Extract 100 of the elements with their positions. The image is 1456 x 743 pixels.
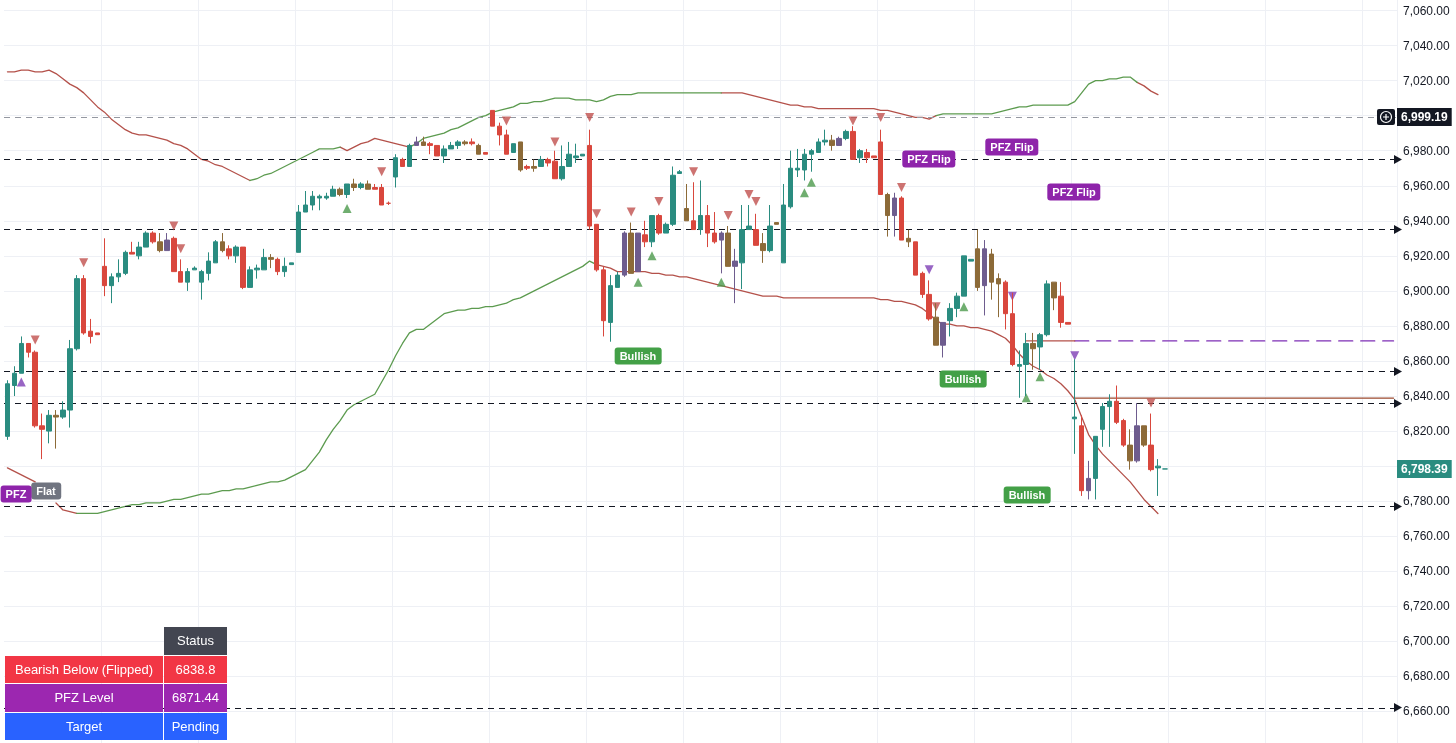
y-tick-label: 6,720.00 <box>1403 599 1451 614</box>
candlestick <box>393 153 398 188</box>
candlestick <box>601 265 606 337</box>
candlestick <box>240 246 246 290</box>
y-tick-label: 6,840.00 <box>1403 389 1451 404</box>
candlestick <box>358 181 364 190</box>
candlestick <box>220 232 225 253</box>
candlestick <box>1134 402 1140 464</box>
annotation: PFZ <box>0 485 32 503</box>
point <box>79 258 89 268</box>
annotation: Pending <box>164 712 227 740</box>
y-tick-label: 6,660.00 <box>1403 704 1451 719</box>
candlestick <box>719 230 724 274</box>
candlestick <box>628 222 634 274</box>
candlestick <box>753 213 759 246</box>
point <box>377 167 387 177</box>
candlestick <box>587 129 592 231</box>
candlestick <box>767 204 773 253</box>
candlestick <box>233 244 239 264</box>
candlestick <box>282 257 287 278</box>
candlestick <box>705 204 710 248</box>
candlestick <box>802 148 807 181</box>
annotation: PFZ Level <box>5 684 163 712</box>
point <box>1070 351 1080 361</box>
y-tick-label: 6,700.00 <box>1403 634 1451 649</box>
annotation: 6838.8 <box>164 655 227 683</box>
point <box>16 377 26 387</box>
candlestick <box>296 204 301 253</box>
point <box>501 116 511 126</box>
y-tick-label: 6,980.00 <box>1403 143 1451 158</box>
candlestick <box>1107 393 1112 448</box>
annotation: Status <box>164 627 227 655</box>
point <box>806 177 816 187</box>
y-tick-label: 7,060.00 <box>1403 3 1451 18</box>
candlestick <box>476 143 481 155</box>
candlestick <box>185 267 190 292</box>
annotation: Target <box>5 712 163 740</box>
candlestick <box>795 148 800 178</box>
candlestick <box>677 169 682 174</box>
point <box>654 197 664 207</box>
candlestick <box>497 122 502 146</box>
y-tick-label: 6,860.00 <box>1403 353 1451 368</box>
candlestick <box>199 269 204 301</box>
candlestick <box>788 150 793 210</box>
annotation: Bullish <box>1003 486 1051 504</box>
candlestick <box>712 211 717 245</box>
candlestick <box>400 157 405 167</box>
candlestick <box>940 321 946 358</box>
y-tick-label: 6,920.00 <box>1403 248 1451 263</box>
point <box>550 137 560 147</box>
y-tick-label: 7,020.00 <box>1403 73 1451 88</box>
annotation: PFZ Flip <box>1047 183 1101 201</box>
candlestick <box>81 274 86 336</box>
candlestick <box>19 335 24 374</box>
candlestick <box>684 183 689 222</box>
point <box>716 277 726 287</box>
candlestick <box>53 409 59 450</box>
point <box>876 112 886 122</box>
candlestick <box>989 248 994 301</box>
point <box>30 335 40 345</box>
annotation: PFZ Flip <box>902 150 956 168</box>
candlestick <box>317 194 322 211</box>
annotation: Bullish <box>939 370 987 388</box>
candlestick <box>1127 428 1133 471</box>
candlestick <box>1114 385 1119 425</box>
candlestick <box>462 139 468 146</box>
candlestick <box>1003 279 1008 330</box>
candlestick <box>164 232 170 252</box>
annotation: PFZ Flip <box>985 138 1039 156</box>
candlestick <box>996 272 1001 318</box>
candlestick <box>511 143 516 153</box>
candlestick <box>490 109 495 127</box>
candlestick <box>1121 418 1126 448</box>
candlestick <box>483 151 488 155</box>
candlestick <box>913 241 918 276</box>
y-tick-label: 6,820.00 <box>1403 424 1451 439</box>
candlestick <box>1148 413 1154 472</box>
candlestick <box>226 244 232 260</box>
candlestick <box>414 136 419 146</box>
candlestick <box>504 129 509 155</box>
candlestick <box>531 158 537 173</box>
candlestick <box>635 232 641 273</box>
candlestick <box>725 225 731 267</box>
annotation: Flat <box>31 482 61 500</box>
point <box>799 188 809 198</box>
y-tick-label: 6,760.00 <box>1403 529 1451 544</box>
candlestick <box>129 241 135 255</box>
y-tick-label: 6,780.00 <box>1403 494 1451 509</box>
candlestick <box>1079 414 1084 497</box>
candlestick <box>608 274 613 343</box>
candlestick <box>351 178 357 192</box>
point <box>592 209 602 219</box>
point <box>176 244 186 254</box>
candlestick <box>524 164 530 171</box>
y-tick-label: 6,680.00 <box>1403 669 1451 684</box>
candlestick <box>421 136 426 146</box>
candlestick <box>46 409 52 444</box>
candlestick <box>892 192 897 238</box>
candlestick <box>344 183 350 199</box>
candlestick <box>337 187 343 197</box>
